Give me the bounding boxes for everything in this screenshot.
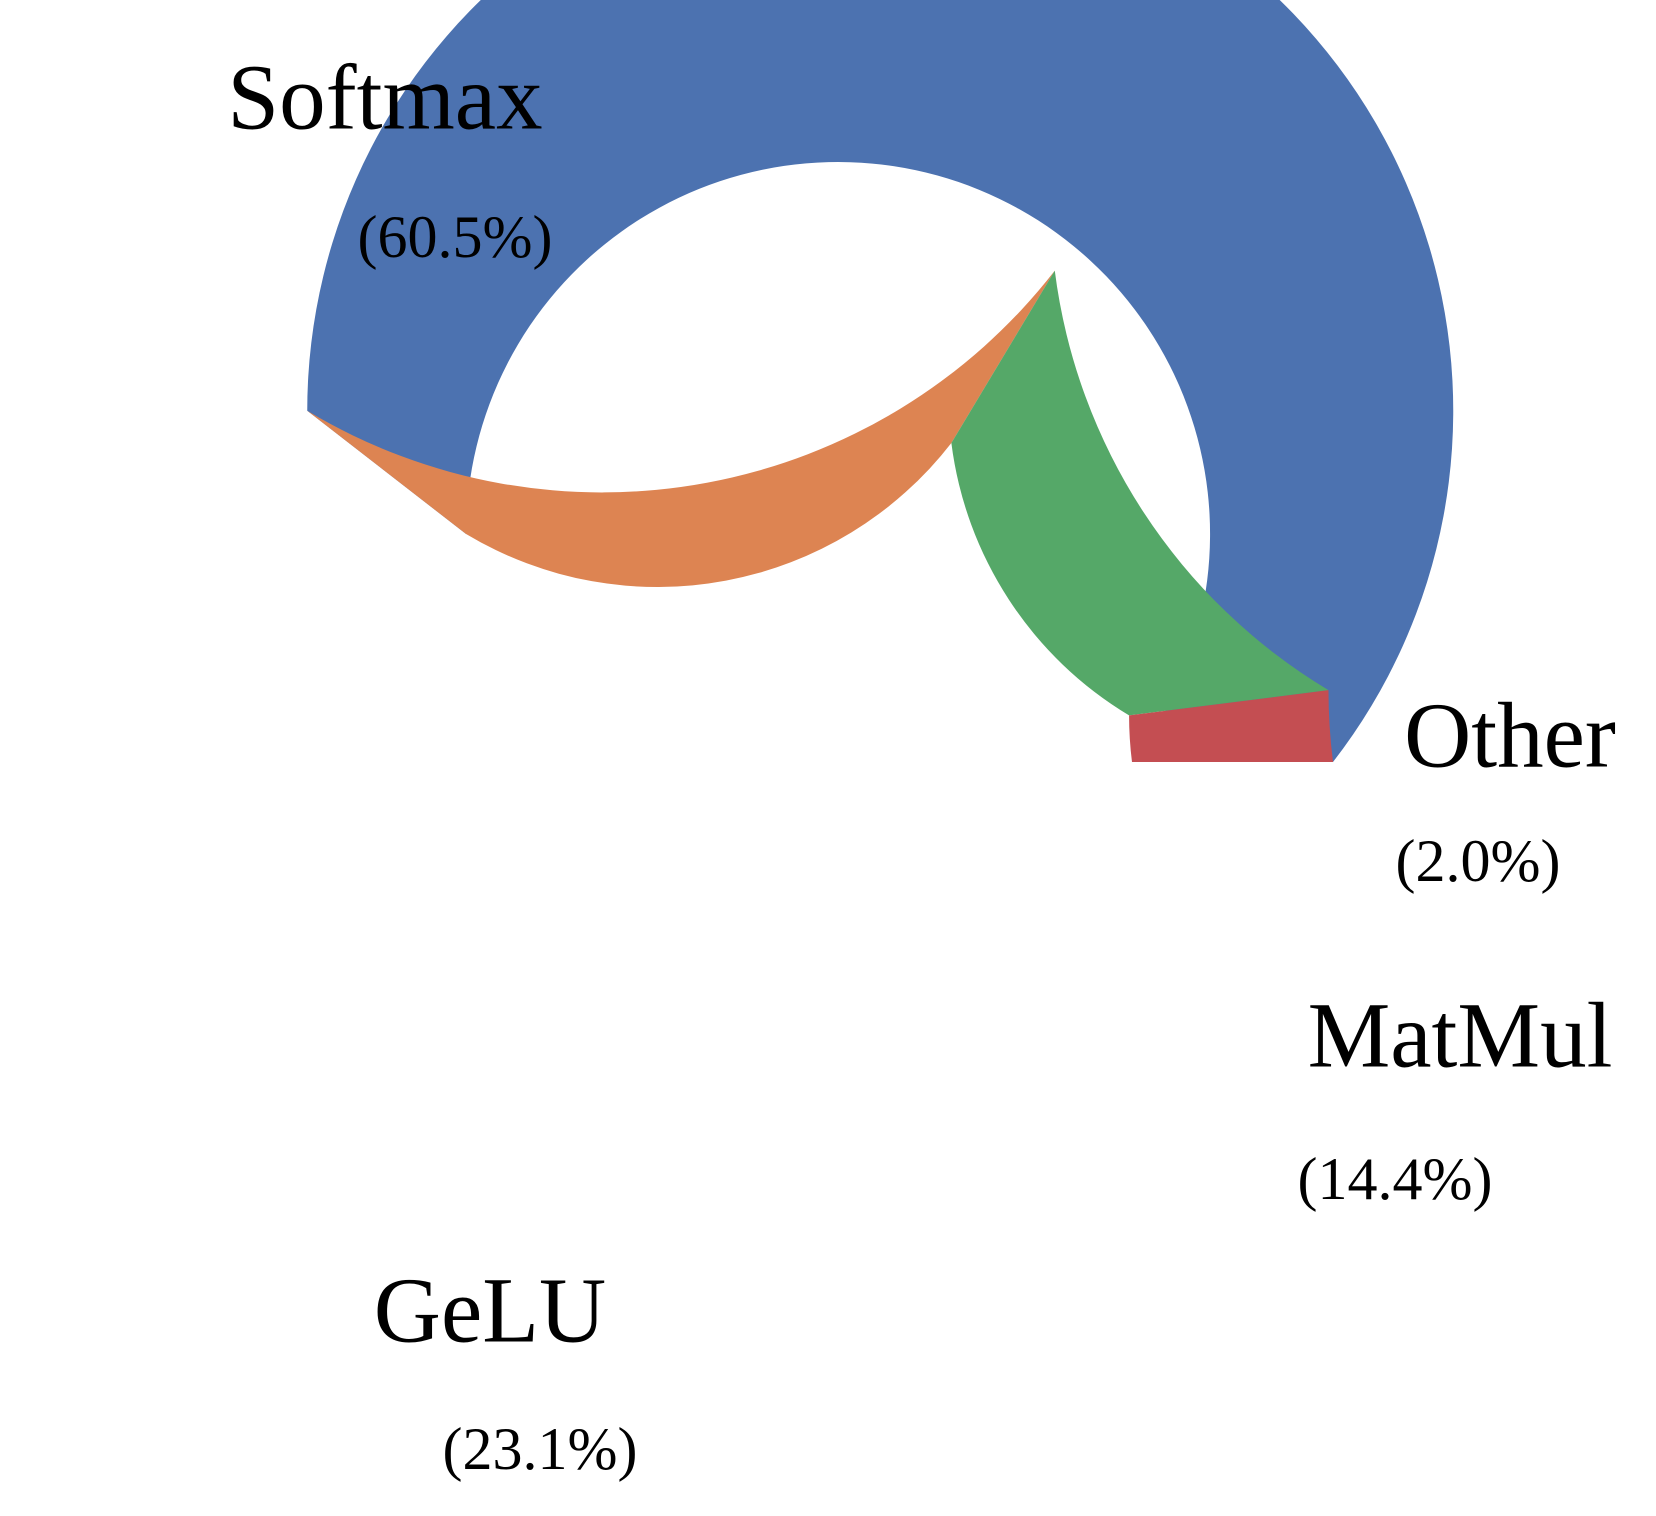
slice-percent-softmax: (60.5%) [358,204,553,270]
slice-percent-gelu: (23.1%) [443,1416,638,1482]
slice-percent-other: (2.0%) [1396,828,1561,894]
slice-label-gelu: GeLU [374,1259,606,1362]
slice-softmax [307,0,1454,762]
slice-label-other: Other [1404,684,1616,787]
slice-matmul [951,270,1329,716]
slices-layer [307,0,1454,762]
slice-other [1129,690,1333,762]
slice-gelu [307,270,1055,587]
labels-layer: Softmax (60.5%) GeLU (23.1%) MatMul (14.4%) Ot… [227,46,1615,1481]
slice-label-softmax: Softmax [227,46,542,149]
slice-percent-matmul: (14.4%) [1298,1146,1493,1212]
slice-label-matmul: MatMul [1308,984,1613,1087]
